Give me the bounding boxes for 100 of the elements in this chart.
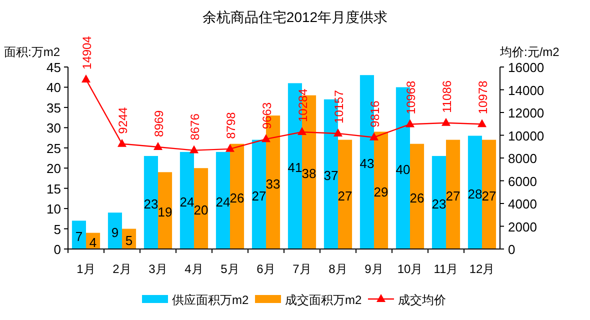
- y2-tick-label: 2000: [508, 219, 537, 234]
- data-label: 10978: [476, 80, 490, 114]
- data-label: 27: [482, 188, 496, 204]
- x-tick-label: 3月: [148, 262, 168, 276]
- bar: [230, 144, 244, 249]
- bar: [158, 172, 172, 249]
- data-label: 14904: [80, 36, 94, 70]
- x-tick-label: 10月: [397, 262, 423, 276]
- x-tick-label: 2月: [112, 262, 132, 276]
- y2-axis-title: 均价:元/m2: [499, 45, 560, 59]
- y-tick-label: 25: [46, 140, 61, 156]
- y2-tick-label: 6000: [508, 174, 537, 189]
- data-label: 26: [230, 190, 244, 206]
- data-label: 20: [194, 202, 208, 218]
- x-tick-label: 7月: [292, 262, 312, 276]
- data-label: 9244: [116, 106, 130, 134]
- data-label: 10284: [296, 88, 310, 122]
- x-tick-label: 4月: [184, 262, 204, 276]
- x-tick-label: 9月: [364, 262, 384, 276]
- y-tick-label: 10: [46, 202, 61, 217]
- point: [334, 128, 342, 136]
- point: [226, 144, 234, 152]
- data-label: 5: [125, 232, 133, 248]
- x-tick-label: 12月: [469, 262, 495, 276]
- y-tick-label: 40: [46, 80, 61, 96]
- bar: [216, 152, 230, 249]
- y2-tick-label: 8000: [508, 151, 537, 166]
- data-label: 29: [374, 184, 388, 200]
- bar: [194, 168, 208, 249]
- data-label: 11086: [440, 80, 454, 113]
- data-label: 7: [75, 228, 83, 244]
- y-tick-label: 30: [46, 120, 61, 136]
- data-label: 9: [111, 224, 119, 240]
- data-label: 27: [338, 188, 352, 204]
- bar: [374, 132, 388, 249]
- data-label: 38: [302, 166, 316, 182]
- point: [298, 127, 306, 136]
- y2-tick-label: 14000: [508, 82, 544, 98]
- data-label: 9663: [260, 102, 274, 130]
- legend-label: 供应面积万m2: [172, 293, 249, 307]
- y-tick-label: 35: [46, 100, 61, 116]
- point: [370, 132, 378, 140]
- point: [154, 142, 162, 150]
- data-label: 28: [468, 186, 482, 202]
- data-label: 33: [266, 176, 280, 192]
- bar: [338, 140, 352, 249]
- data-label: 23: [432, 196, 446, 212]
- y2-tick-label: 12000: [508, 106, 544, 120]
- data-label: 27: [252, 188, 266, 204]
- data-label: 24: [216, 194, 230, 210]
- y2-tick-label: 0: [508, 242, 516, 257]
- data-label: 43: [360, 156, 374, 172]
- point: [442, 118, 450, 126]
- y-tick-label: 5: [54, 222, 61, 237]
- point: [478, 119, 486, 128]
- x-tick-label: 11月: [434, 262, 458, 276]
- x-tick-label: 6月: [256, 262, 276, 276]
- data-label: 10968: [404, 80, 418, 114]
- bar: [410, 144, 424, 249]
- data-label: 27: [446, 188, 460, 204]
- bar: [108, 212, 122, 249]
- legend-label: 成交均价: [398, 293, 446, 307]
- chart-title: 余杭商品住宅2012年月度供求: [202, 9, 388, 25]
- data-label: 8969: [152, 110, 166, 137]
- bar: [144, 156, 158, 249]
- x-tick-label: 1月: [76, 262, 96, 276]
- bar: [180, 152, 194, 249]
- data-label: 26: [410, 190, 424, 206]
- bar: [252, 140, 266, 249]
- point: [118, 138, 126, 147]
- data-label: 8676: [188, 113, 202, 140]
- x-tick-label: 8月: [328, 262, 348, 276]
- y-axis-title: 面积:万m2: [4, 45, 60, 59]
- point: [406, 119, 414, 128]
- data-label: 8798: [224, 112, 238, 139]
- y2-tick-label: 16000: [508, 60, 544, 75]
- bar: [446, 140, 460, 249]
- bar: [482, 140, 496, 249]
- bar: [468, 136, 482, 249]
- data-label: 19: [158, 204, 172, 220]
- y-tick-label: 20: [46, 161, 61, 176]
- data-label: 9816: [368, 100, 382, 128]
- y-tick-label: 15: [46, 181, 61, 196]
- data-label: 40: [396, 162, 410, 178]
- data-label: 4: [89, 234, 97, 250]
- bar: [432, 156, 446, 249]
- point: [262, 134, 270, 142]
- legend-label: 成交面积万m2: [285, 293, 362, 307]
- data-label: 37: [324, 168, 338, 184]
- y-tick-label: 0: [54, 242, 61, 257]
- data-label: 10157: [332, 90, 346, 124]
- data-label: 24: [180, 194, 194, 210]
- bar: [72, 220, 86, 249]
- point: [190, 145, 198, 154]
- point: [82, 74, 90, 82]
- data-label: 41: [288, 160, 302, 176]
- data-label: 23: [144, 196, 158, 212]
- y-tick-label: 45: [46, 60, 61, 75]
- x-tick-label: 5月: [220, 262, 240, 276]
- y2-tick-label: 4000: [508, 196, 537, 212]
